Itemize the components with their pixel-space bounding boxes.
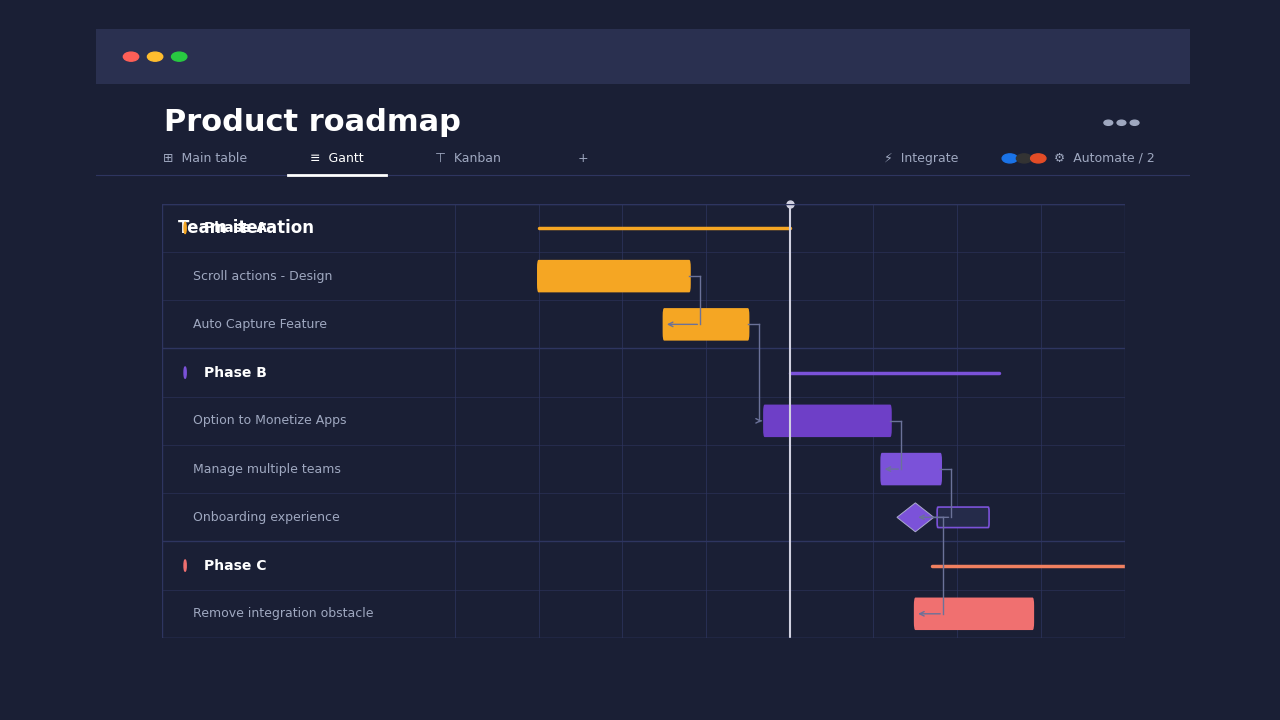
FancyBboxPatch shape: [914, 598, 1034, 630]
Circle shape: [1103, 120, 1112, 125]
Text: ⊤  Kanban: ⊤ Kanban: [435, 152, 500, 165]
Text: Manage multiple teams: Manage multiple teams: [193, 462, 342, 476]
Text: Remove integration obstacle: Remove integration obstacle: [193, 607, 374, 621]
Text: ≡  Gantt: ≡ Gantt: [310, 152, 364, 165]
Circle shape: [1016, 154, 1032, 163]
Circle shape: [123, 52, 138, 61]
Text: ⚙  Automate / 2: ⚙ Automate / 2: [1053, 152, 1155, 165]
Text: Option to Monetize Apps: Option to Monetize Apps: [193, 414, 347, 428]
FancyBboxPatch shape: [538, 260, 691, 292]
FancyBboxPatch shape: [881, 453, 942, 485]
Text: ⚡  Integrate: ⚡ Integrate: [884, 152, 959, 165]
FancyBboxPatch shape: [763, 405, 892, 437]
Circle shape: [172, 52, 187, 61]
Text: Scroll actions - Design: Scroll actions - Design: [193, 269, 333, 283]
Text: ⊞  Main table: ⊞ Main table: [164, 152, 247, 165]
Polygon shape: [897, 503, 934, 532]
Circle shape: [1030, 154, 1046, 163]
Circle shape: [147, 52, 163, 61]
Text: Product roadmap: Product roadmap: [164, 108, 461, 138]
Circle shape: [1130, 120, 1139, 125]
FancyBboxPatch shape: [937, 507, 989, 528]
Text: Team iteration: Team iteration: [178, 219, 315, 237]
FancyBboxPatch shape: [96, 29, 1190, 84]
FancyBboxPatch shape: [663, 308, 749, 341]
Text: Phase A: Phase A: [204, 221, 266, 235]
Circle shape: [1002, 154, 1018, 163]
Text: +: +: [577, 152, 589, 165]
Text: Onboarding experience: Onboarding experience: [193, 510, 340, 524]
Circle shape: [1117, 120, 1126, 125]
Text: Auto Capture Feature: Auto Capture Feature: [193, 318, 328, 331]
Circle shape: [184, 222, 186, 233]
Circle shape: [184, 367, 186, 378]
Text: Phase C: Phase C: [204, 559, 266, 572]
Text: Phase B: Phase B: [204, 366, 266, 379]
Circle shape: [184, 560, 186, 571]
